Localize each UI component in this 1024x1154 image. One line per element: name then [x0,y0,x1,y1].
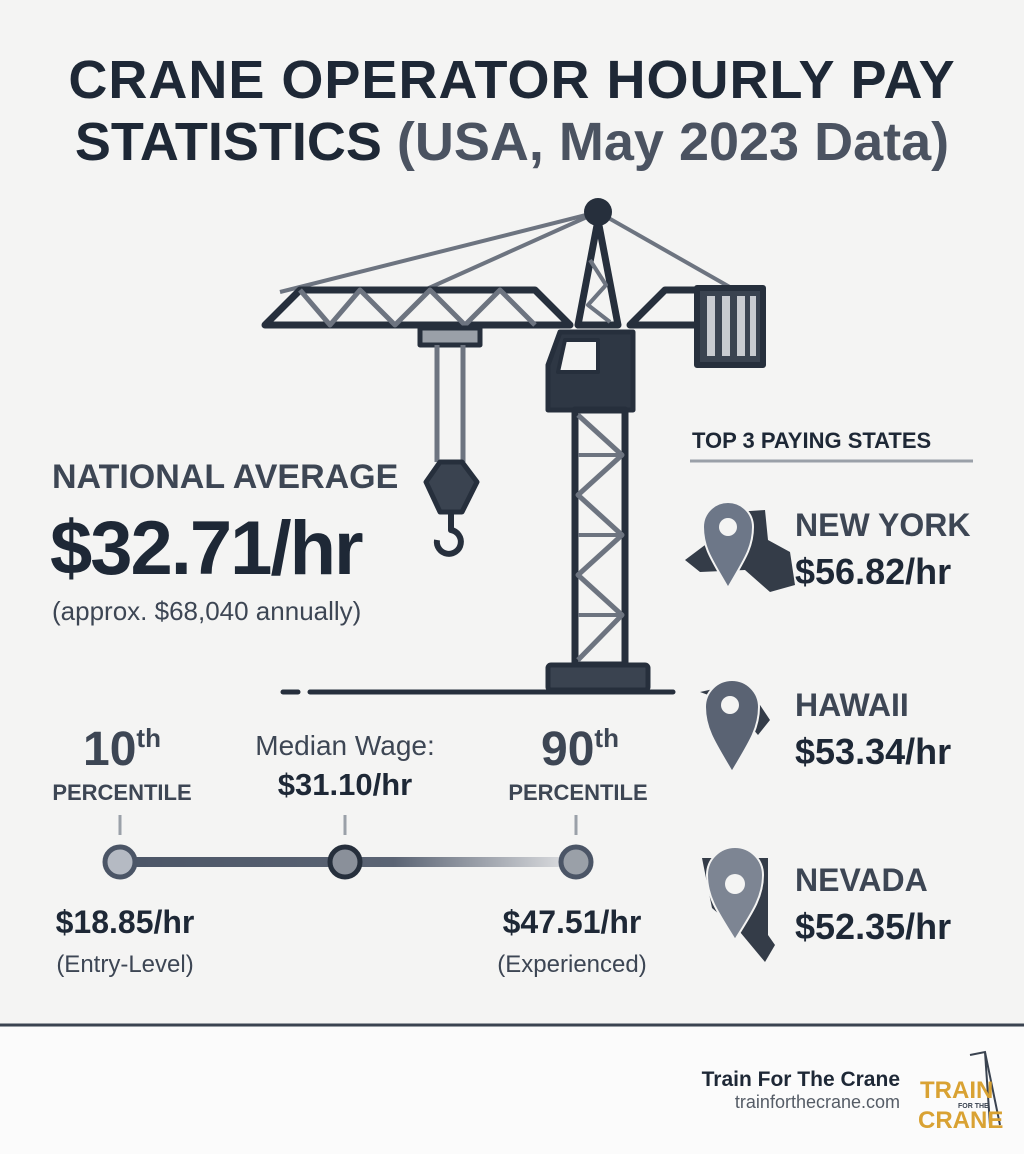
national-average-label: NATIONAL AVERAGE [52,458,398,496]
state-value: $52.35/hr [795,906,951,947]
cable [279,210,599,294]
pin-hole [725,874,745,894]
p10-note: (Entry-Level) [56,951,193,978]
p90-number: 90 [541,723,594,776]
peak [574,216,622,329]
map-pin [701,501,755,591]
p10-value: $18.85/hr [56,904,195,940]
footer-url: trainforthecrane.com [735,1092,900,1112]
title-light: (USA, May 2023 Data) [397,112,949,172]
p10-heading: 10th [83,723,161,776]
p10-suffix: th [136,723,161,753]
title-line1: CRANE OPERATOR HOURLY PAY [68,50,955,110]
p90-suffix: th [594,723,619,753]
p90-value: $47.51/hr [503,904,642,940]
national-average-value: $32.71/hr [50,506,363,591]
state-name: NEVADA [795,862,928,898]
logo-word: FOR THE [958,1103,989,1110]
p90-heading: 90th [541,723,619,776]
scale-dot [558,844,594,880]
median-label: Median Wage: [255,730,435,761]
crane-base [545,662,651,693]
cab-window [556,338,600,374]
nevada-icon [702,846,775,962]
logo-crane [984,1051,991,1126]
logo: TRAIN FOR THE CRANE [918,1050,1003,1134]
pin-hole [721,696,739,714]
title-line2: STATISTICS (USA, May 2023 Data) [75,112,949,172]
pin-hole [719,518,737,536]
peak-pin [584,198,612,226]
national-average-annual: (approx. $68,040 annually) [52,596,361,626]
p10-label: PERCENTILE [52,780,191,805]
p90-label: PERCENTILE [508,780,647,805]
stripe [722,296,730,356]
title-bold: STATISTICS [75,112,382,172]
hook [433,512,464,557]
hook-block [423,459,480,515]
logo-word: CRANE [918,1107,1003,1134]
jib-truss [298,287,537,328]
footer-brand: Train For The Crane [702,1068,900,1091]
percentile-scale [102,815,594,880]
logo-word: TRAIN [920,1077,993,1104]
footer-background [0,1027,1024,1154]
scale-dot [327,844,363,880]
stripe [750,296,756,356]
state-value: $53.34/hr [795,731,951,772]
peak-truss [586,258,612,324]
stripe [737,296,745,356]
stripe [707,296,715,356]
states-heading: TOP 3 PAYING STATES [692,428,931,453]
cable [597,210,736,292]
map-pin [703,679,761,774]
p90-note: (Experienced) [497,951,646,978]
crane [261,198,766,695]
hawaii-icon [700,679,770,774]
new-york-icon [685,501,795,592]
trolley [417,325,483,348]
state-value: $56.82/hr [795,551,951,592]
state-name: HAWAII [795,687,909,723]
p10-number: 10 [83,723,136,776]
counterweight-stripes [707,296,756,356]
cable [419,210,599,294]
scale-dot [102,844,138,880]
state-name: NEW YORK [795,507,970,543]
median-value: $31.10/hr [278,767,412,802]
